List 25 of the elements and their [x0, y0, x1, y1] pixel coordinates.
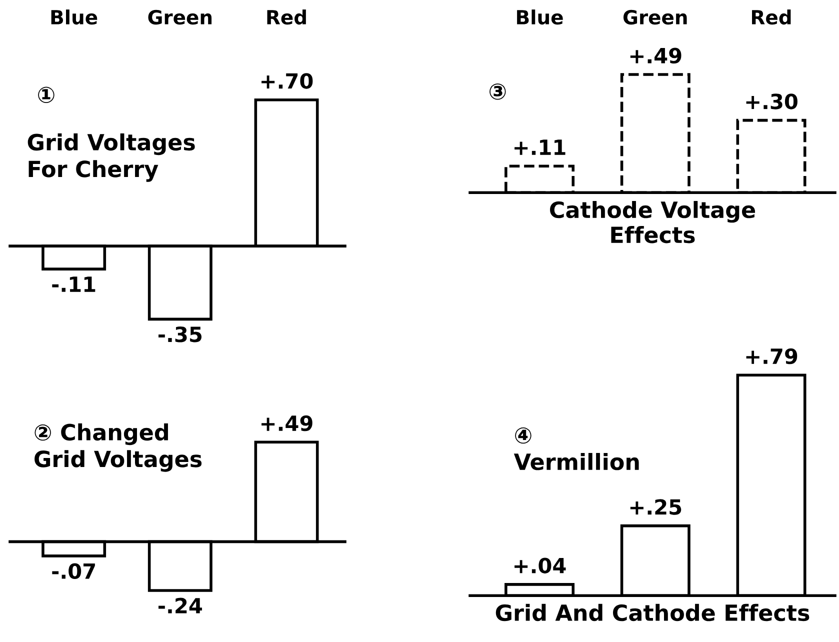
- x-axis-title: Cathode Voltage Effects: [550, 200, 756, 244]
- data-label: +.04: [514, 558, 566, 574]
- annotation: Grid Voltages For Cherry: [28, 133, 195, 182]
- data-label: -.35: [158, 326, 202, 342]
- data-label: +.79: [746, 348, 798, 364]
- annotation: ④ Vermillion: [514, 427, 639, 470]
- data-label: -.07: [52, 563, 95, 579]
- x-tick-label: Red: [267, 10, 306, 25]
- x-tick-label: Green: [148, 10, 212, 25]
- data-label: +.49: [630, 48, 682, 64]
- x-tick-label: Blue: [517, 10, 563, 25]
- annotation: ② Changed Grid Voltages: [34, 423, 202, 472]
- annotation: ①: [38, 86, 54, 104]
- x-axis-title: Grid And Cathode Effects: [496, 604, 810, 622]
- x-tick-label: Blue: [51, 10, 98, 25]
- data-label: +.25: [630, 499, 682, 515]
- data-label: -.24: [158, 598, 202, 614]
- data-label: -.11: [52, 276, 96, 292]
- annotation: ③: [490, 84, 506, 100]
- data-label: +.11: [514, 140, 566, 155]
- data-label: +.49: [262, 415, 312, 432]
- data-label: +.70: [262, 73, 313, 89]
- x-tick-label: Green: [623, 10, 687, 25]
- x-tick-label: Red: [752, 10, 791, 25]
- data-label: +.30: [746, 94, 798, 110]
